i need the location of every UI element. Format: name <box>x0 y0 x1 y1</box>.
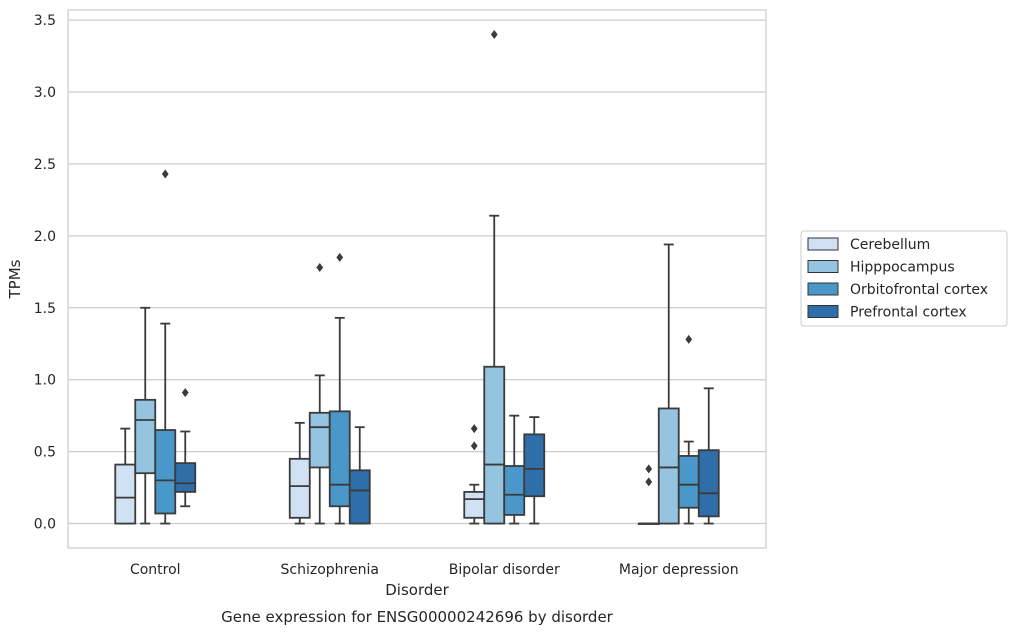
box-iqr <box>463 490 486 519</box>
x-axis-title: Disorder <box>385 581 449 599</box>
y-tick-label: 0.5 <box>34 445 56 461</box>
legend-label: Prefrontal cortex <box>850 305 967 321</box>
y-tick-label: 1.5 <box>34 301 56 317</box>
box-iqr <box>677 455 700 509</box>
box-plot <box>134 306 157 525</box>
box-iqr <box>483 365 506 525</box>
legend-label: Orbitofrontal cortex <box>850 282 988 298</box>
y-tick-label: 2.0 <box>34 229 56 245</box>
outlier-point <box>685 334 693 344</box>
grid-lines <box>68 19 766 525</box>
legend-swatch <box>807 305 839 318</box>
box-iqr <box>174 462 197 493</box>
outlier-point <box>490 29 498 39</box>
x-tick-label: Schizophrenia <box>281 562 379 578</box>
box-plot <box>523 416 546 525</box>
box-iqr <box>154 429 177 515</box>
box-iqr <box>328 410 351 508</box>
box-plot <box>114 427 137 525</box>
box-plot <box>288 421 311 525</box>
box-iqr <box>657 407 680 525</box>
y-tick-label: 2.5 <box>34 157 56 173</box>
x-tick-label: Major depression <box>619 562 739 578</box>
chart-caption: Gene expression for ENSG00000242696 by d… <box>221 608 614 626</box>
box-iqr <box>697 449 720 518</box>
box-iqr <box>134 398 157 475</box>
box-plot <box>348 426 371 525</box>
legend-label: Hipppocampus <box>850 260 955 276</box>
outlier-point <box>161 169 169 179</box>
x-tick-label: Control <box>130 562 181 578</box>
box-plot <box>308 262 331 525</box>
y-tick-label: 0.0 <box>34 517 56 533</box>
legend-swatch <box>807 237 839 251</box>
legend-frame <box>800 230 1008 327</box>
box-plot <box>697 387 720 525</box>
y-tick-label: 3.5 <box>34 13 56 29</box>
box-plot <box>463 424 486 525</box>
axis-ticks: 0.0 0.5 1.0 1.5 2.0 2.5 3.0 3.5 Control Schizophr… <box>34 13 739 578</box>
box-iqr <box>523 433 546 498</box>
box-iqr <box>288 457 311 519</box>
box-plots <box>114 29 720 525</box>
x-tick-label: Bipolar disorder <box>449 562 560 578</box>
legend: Cerebellum Hipppocampus Orbitofrontal cort… <box>800 230 1008 327</box>
box-iqr <box>308 411 331 469</box>
y-tick-label: 1.0 <box>34 373 56 389</box>
outlier-point <box>645 477 653 487</box>
plot-area-frame <box>67 9 767 549</box>
box-iqr <box>503 465 526 516</box>
legend-swatch <box>807 260 839 273</box>
outlier-point <box>336 252 344 262</box>
outlier-point <box>470 424 478 434</box>
box-iqr <box>348 469 371 525</box>
y-axis-title: TPMs <box>6 259 24 299</box>
box-plot <box>154 169 177 525</box>
box-iqr <box>114 463 137 525</box>
outlier-point <box>316 262 324 272</box>
box-plot <box>503 414 526 525</box>
box-plot <box>328 252 351 525</box>
outlier-point <box>470 441 478 451</box>
legend-swatch <box>807 282 839 296</box>
box-plot <box>657 243 680 525</box>
outlier-point <box>181 388 189 398</box>
box-plot <box>174 388 197 508</box>
box-plot <box>483 29 506 525</box>
y-tick-label: 3.0 <box>34 85 56 101</box>
box-plot <box>637 464 660 525</box>
legend-label: Cerebellum <box>850 237 930 253</box>
box-plot <box>677 334 700 525</box>
outlier-point <box>645 464 653 474</box>
